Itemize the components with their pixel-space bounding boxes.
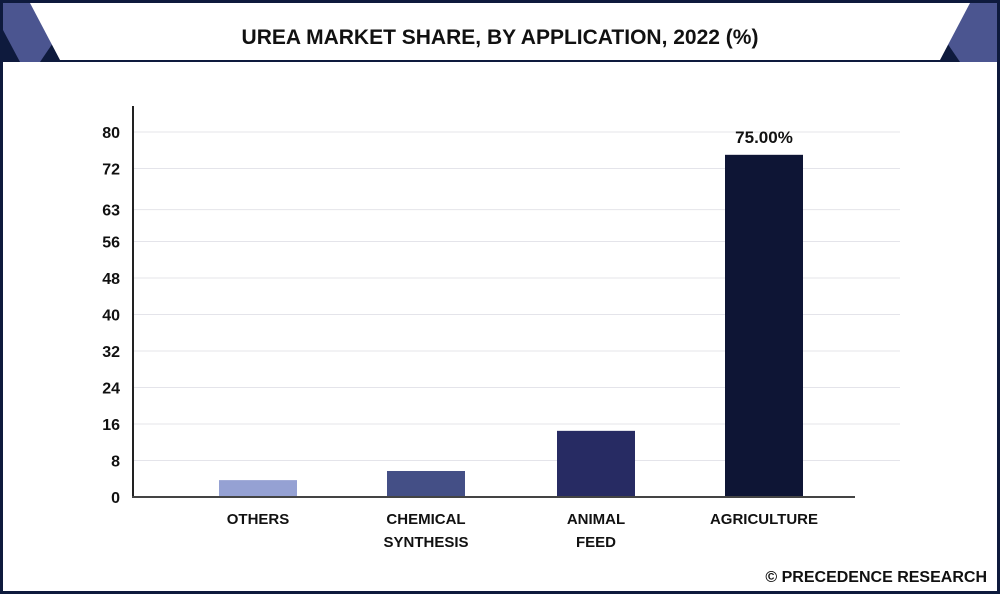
y-tick-label: 32: [102, 344, 120, 361]
bar-animal-feed: [557, 430, 635, 497]
bar-others: [219, 480, 297, 497]
corner-decor-left-dark: [3, 30, 20, 62]
x-tick-label: FEED: [576, 534, 616, 551]
chart-title: UREA MARKET SHARE, BY APPLICATION, 2022 …: [242, 26, 759, 49]
y-tick-label: 40: [102, 308, 120, 325]
x-tick-label: OTHERS: [227, 511, 290, 528]
y-tick-label: 80: [102, 125, 120, 142]
bar-chemical-synthesis: [387, 470, 465, 497]
x-tick-label: CHEMICAL: [386, 511, 465, 528]
y-tick-label: 24: [102, 381, 120, 398]
y-tick-label: 16: [102, 417, 120, 434]
y-tick-label: 72: [102, 162, 120, 179]
x-tick-label: ANIMAL: [567, 511, 625, 528]
y-tick-label: 56: [102, 235, 120, 252]
y-tick-label: 63: [102, 203, 120, 220]
y-tick-label: 48: [102, 271, 120, 288]
title-banner: [30, 3, 970, 60]
plot-background: [3, 62, 997, 591]
y-tick-label: 8: [111, 454, 120, 471]
copyright-footer: © PRECEDENCE RESEARCH: [765, 569, 987, 586]
data-label: 75.00%: [735, 128, 793, 147]
x-tick-label: AGRICULTURE: [710, 511, 818, 528]
y-tick-label: 0: [111, 490, 120, 507]
x-tick-label: SYNTHESIS: [383, 534, 468, 551]
bar-agriculture: [725, 154, 803, 497]
